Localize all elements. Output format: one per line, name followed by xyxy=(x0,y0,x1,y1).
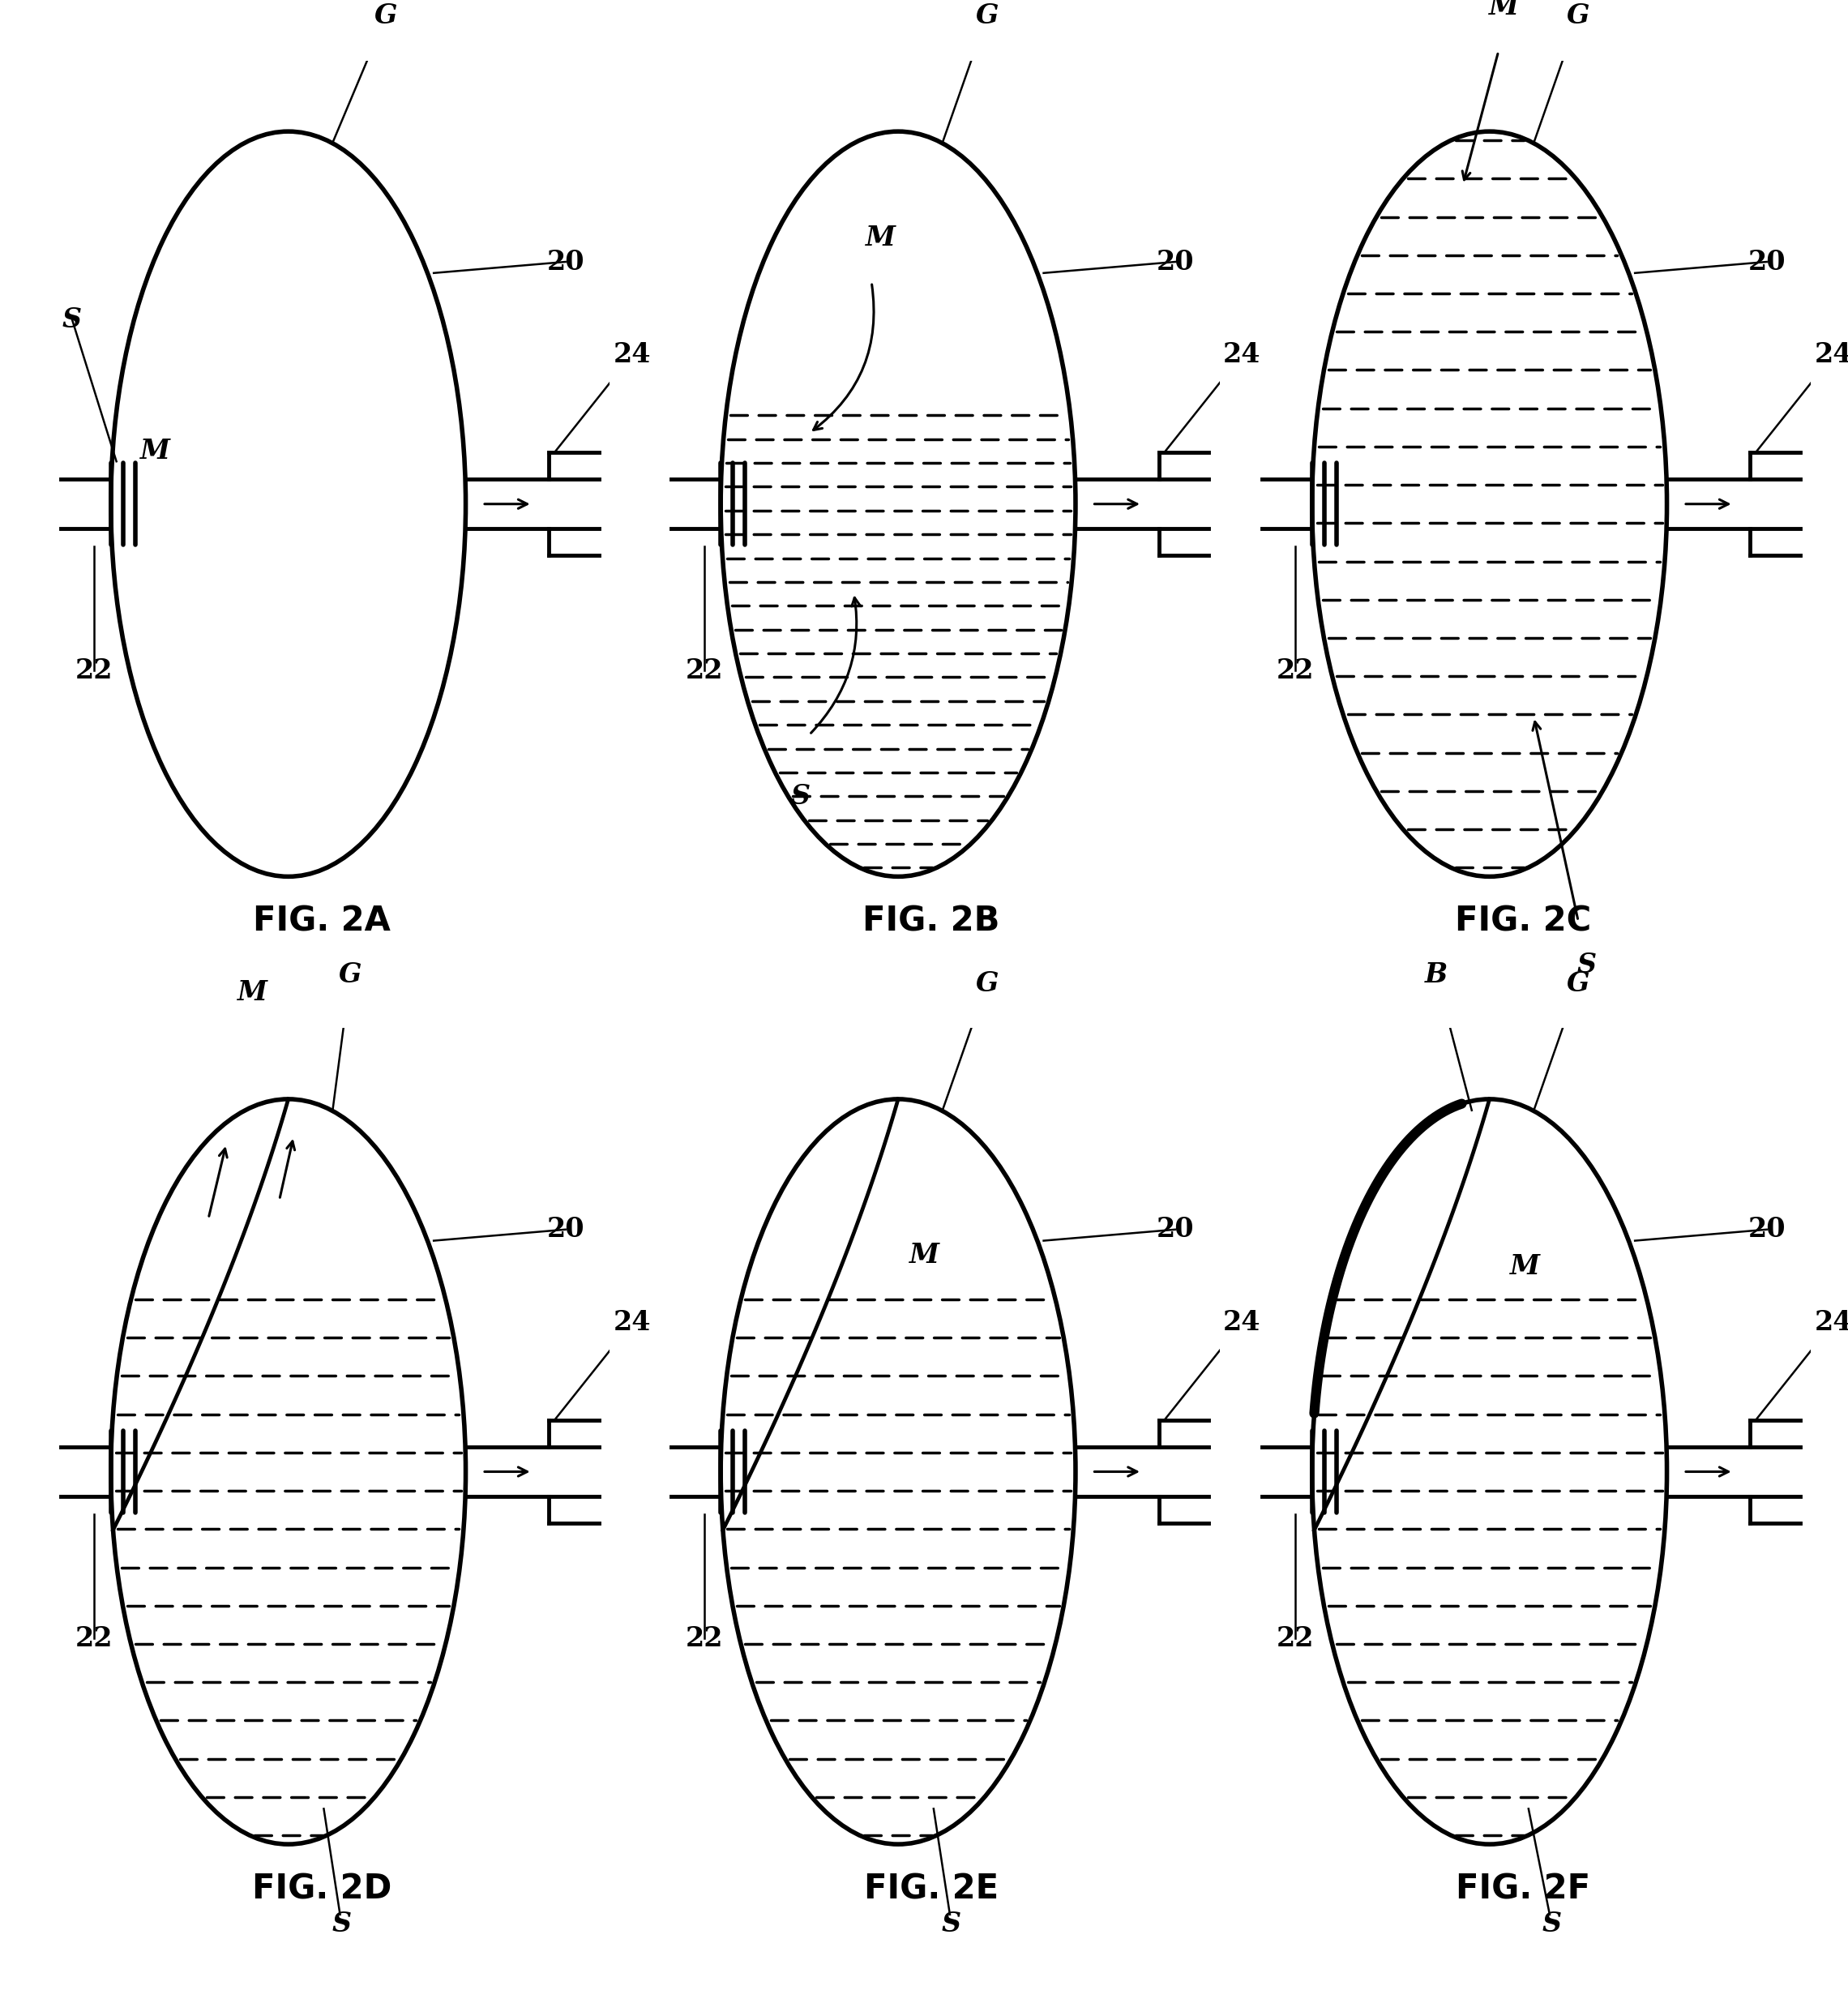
Text: FIG. 2F: FIG. 2F xyxy=(1456,1873,1589,1907)
Text: 22: 22 xyxy=(1277,1625,1314,1651)
Text: 24: 24 xyxy=(1223,341,1260,369)
Text: 20: 20 xyxy=(1748,248,1785,276)
Text: G: G xyxy=(375,2,397,30)
Text: M: M xyxy=(1489,0,1519,20)
Text: S: S xyxy=(942,1911,961,1937)
Text: FIG. 2B: FIG. 2B xyxy=(863,905,1000,939)
Text: G: G xyxy=(976,2,998,30)
Text: 20: 20 xyxy=(547,248,584,276)
Text: 20: 20 xyxy=(547,1216,584,1244)
Text: S: S xyxy=(1578,952,1597,978)
Text: FIG. 2D: FIG. 2D xyxy=(251,1873,392,1907)
Text: FIG. 2C: FIG. 2C xyxy=(1454,905,1591,939)
Text: M: M xyxy=(865,224,896,252)
Text: 20: 20 xyxy=(1157,1216,1194,1244)
Text: 24: 24 xyxy=(1223,1308,1260,1337)
Text: 24: 24 xyxy=(1815,341,1848,369)
Text: 22: 22 xyxy=(1277,657,1314,683)
Text: 24: 24 xyxy=(1815,1308,1848,1337)
Text: M: M xyxy=(1510,1254,1539,1280)
Text: M: M xyxy=(140,437,170,464)
Text: 24: 24 xyxy=(614,1308,650,1337)
Text: 20: 20 xyxy=(1748,1216,1785,1244)
Text: 24: 24 xyxy=(614,341,650,369)
Text: G: G xyxy=(976,970,998,998)
Text: S: S xyxy=(63,306,81,333)
Text: 22: 22 xyxy=(686,1625,723,1651)
Text: FIG. 2E: FIG. 2E xyxy=(865,1873,998,1907)
Text: M: M xyxy=(909,1242,941,1268)
Text: FIG. 2A: FIG. 2A xyxy=(253,905,390,939)
Text: G: G xyxy=(1567,970,1589,998)
Text: G: G xyxy=(338,962,362,988)
Text: B: B xyxy=(1425,962,1447,988)
Text: S: S xyxy=(333,1911,351,1937)
Text: 20: 20 xyxy=(1157,248,1194,276)
Text: 22: 22 xyxy=(76,657,113,683)
Text: 22: 22 xyxy=(76,1625,113,1651)
Text: 22: 22 xyxy=(686,657,723,683)
Text: M: M xyxy=(238,980,268,1006)
Text: S: S xyxy=(791,784,809,810)
Text: G: G xyxy=(1567,2,1589,30)
Text: S: S xyxy=(1541,1911,1562,1937)
